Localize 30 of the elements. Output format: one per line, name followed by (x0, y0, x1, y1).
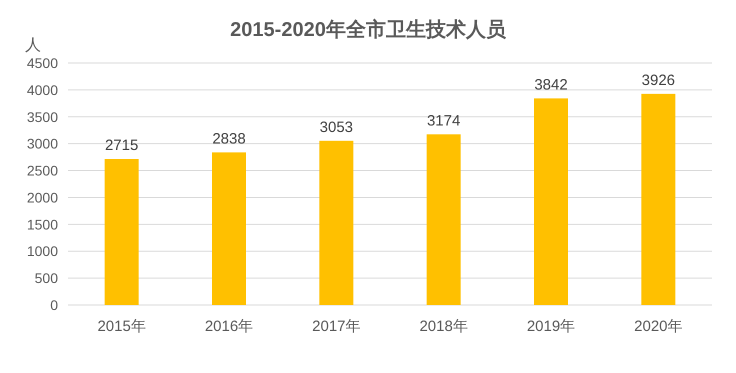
bar (212, 152, 246, 305)
y-tick-label: 1500 (26, 216, 58, 232)
y-tick-label: 500 (34, 270, 58, 286)
bar (641, 94, 676, 305)
y-tick-label: 2000 (26, 189, 58, 206)
bar (104, 158, 139, 305)
bar (534, 98, 568, 305)
data-label: 3174 (426, 112, 460, 130)
y-tick-label: 4000 (26, 82, 58, 98)
x-tick-label: 2019年 (526, 318, 576, 335)
y-tick-label: 4500 (26, 55, 58, 71)
y-tick-label: 0 (50, 297, 58, 313)
x-tick-label: 2017年 (312, 318, 361, 335)
y-tick-label: 3000 (26, 136, 58, 152)
bar (426, 134, 461, 305)
data-label: 2838 (212, 130, 246, 148)
x-tick-label: 2020年 (634, 318, 683, 335)
y-tick-label: 1000 (26, 243, 58, 260)
data-label: 3053 (320, 118, 354, 136)
y-tick-label: 2500 (26, 162, 58, 179)
x-tick-label: 2016年 (204, 318, 254, 335)
y-tick-label: 3500 (26, 108, 58, 125)
data-label: 3842 (534, 76, 568, 94)
bar (319, 140, 354, 305)
data-label: 2715 (104, 136, 138, 154)
chart-title: 2015-2020年全市卫生技术人员 (230, 18, 507, 41)
x-tick-label: 2015年 (97, 318, 146, 335)
x-tick-label: 2018年 (419, 318, 468, 335)
y-axis-title: 人 (25, 37, 41, 54)
data-label: 3926 (642, 72, 676, 89)
